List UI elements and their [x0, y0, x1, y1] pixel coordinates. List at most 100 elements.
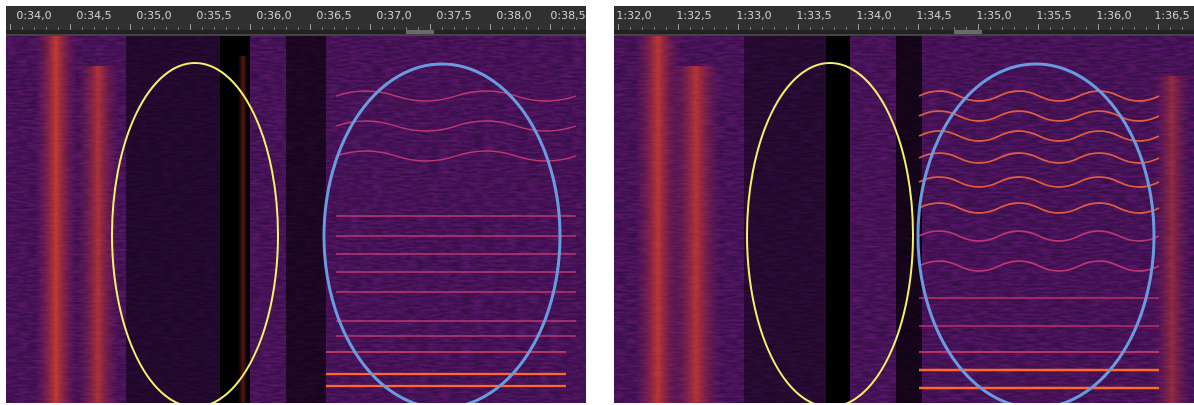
- ruler-tick: [942, 27, 943, 30]
- ruler-tick: [1134, 27, 1135, 30]
- ruler-tick: [1014, 27, 1015, 30]
- time-label: 0:35,0: [136, 9, 172, 22]
- ruler-tick: [1062, 27, 1063, 30]
- ruler-tick: [630, 27, 631, 30]
- dark-band: [744, 36, 922, 403]
- ruler-tick: [714, 27, 715, 30]
- ruler-tick: [466, 27, 467, 30]
- ruler-tick: [690, 27, 691, 30]
- ruler-tick: [1038, 24, 1039, 30]
- ruler-tick: [406, 27, 407, 30]
- ruler-tick: [70, 24, 71, 30]
- ruler-tick: [394, 27, 395, 30]
- ruler-tick: [286, 27, 287, 30]
- ruler-tick: [642, 27, 643, 30]
- ruler-tick: [82, 27, 83, 30]
- ruler-tick: [154, 27, 155, 30]
- ruler-tick: [346, 27, 347, 30]
- ruler-tick: [118, 27, 119, 30]
- ruler-tick: [502, 27, 503, 30]
- ruler-tick: [226, 27, 227, 30]
- ruler-tick: [46, 27, 47, 30]
- time-label: 0:36,5: [316, 9, 352, 22]
- ruler-scrollbar[interactable]: [614, 30, 1194, 34]
- time-ruler[interactable]: 0:34,0 0:34,5 0:35,0 0:35,5 0:36,0 0:36,…: [6, 6, 586, 36]
- ruler-tick: [1170, 27, 1171, 30]
- hot-energy-bands: [36, 36, 248, 403]
- ruler-tick: [514, 27, 515, 30]
- ruler-tick: [358, 27, 359, 30]
- ruler-tick: [526, 27, 527, 30]
- scrollbar-grip[interactable]: [954, 30, 982, 34]
- ruler-tick: [1074, 27, 1075, 30]
- time-label: 0:37,5: [436, 9, 472, 22]
- ruler-tick: [130, 24, 131, 30]
- spectrogram-panel-right: 1:32,0 1:32,5 1:33,0 1:33,5 1:34,0 1:34,…: [614, 6, 1194, 403]
- ruler-tick: [870, 27, 871, 30]
- bottom-harmonics: [326, 351, 566, 388]
- ruler-tick: [618, 24, 619, 30]
- ruler-scrollbar[interactable]: [6, 30, 586, 34]
- time-label: 0:35,5: [196, 9, 232, 22]
- spectrogram-view[interactable]: [614, 36, 1194, 403]
- ruler-tick: [1002, 27, 1003, 30]
- ruler-tick: [882, 27, 883, 30]
- time-label: 1:34,5: [916, 9, 952, 22]
- ruler-tick: [370, 24, 371, 30]
- ruler-tick: [774, 27, 775, 30]
- ruler-tick: [1086, 27, 1087, 30]
- time-label: 1:35,0: [976, 9, 1012, 22]
- ruler-tick: [382, 27, 383, 30]
- ruler-tick: [166, 27, 167, 30]
- ruler-tick: [750, 27, 751, 30]
- ruler-tick: [310, 24, 311, 30]
- ruler-tick: [274, 27, 275, 30]
- ruler-tick: [906, 27, 907, 30]
- ruler-tick: [966, 27, 967, 30]
- ruler-tick: [490, 24, 491, 30]
- ruler-tick: [810, 27, 811, 30]
- ruler-tick: [214, 27, 215, 30]
- ruler-tick: [262, 27, 263, 30]
- ruler-tick: [918, 24, 919, 30]
- time-label: 1:35,5: [1036, 9, 1072, 22]
- time-ruler[interactable]: 1:32,0 1:32,5 1:33,0 1:33,5 1:34,0 1:34,…: [614, 6, 1194, 36]
- ruler-tick: [238, 27, 239, 30]
- time-label: 1:32,0: [616, 9, 652, 22]
- time-label: 0:38,5: [550, 9, 586, 22]
- ruler-tick: [298, 27, 299, 30]
- ruler-tick: [798, 24, 799, 30]
- ruler-tick: [58, 27, 59, 30]
- ruler-tick: [334, 27, 335, 30]
- ruler-tick: [762, 27, 763, 30]
- time-label: 1:33,0: [736, 9, 772, 22]
- ruler-tick: [1050, 27, 1051, 30]
- yellow-highlight-ellipse: [111, 62, 279, 403]
- blue-highlight-ellipse: [322, 62, 562, 403]
- time-label: 0:34,5: [76, 9, 112, 22]
- ruler-tick: [10, 24, 11, 30]
- ruler-tick: [1182, 27, 1183, 30]
- time-label: 0:36,0: [256, 9, 292, 22]
- ruler-tick: [34, 27, 35, 30]
- ruler-tick: [954, 27, 955, 30]
- time-label: 0:34,0: [16, 9, 52, 22]
- ruler-tick: [894, 27, 895, 30]
- spectrogram-view[interactable]: [6, 36, 586, 403]
- ruler-tick: [1146, 27, 1147, 30]
- ruler-tick: [1158, 24, 1159, 30]
- time-label: 0:38,0: [496, 9, 532, 22]
- scrollbar-grip[interactable]: [406, 30, 434, 34]
- time-label: 0:37,0: [376, 9, 412, 22]
- time-label: 1:36,5: [1154, 9, 1190, 22]
- ruler-tick: [654, 27, 655, 30]
- ruler-tick: [702, 27, 703, 30]
- ruler-tick: [562, 27, 563, 30]
- ruler-tick: [22, 27, 23, 30]
- blue-highlight-ellipse: [916, 62, 1156, 403]
- ruler-tick: [538, 27, 539, 30]
- ruler-tick: [822, 27, 823, 30]
- hot-energy-bands: [636, 36, 1190, 403]
- bottom-harmonics: [919, 351, 1159, 390]
- ruler-tick: [94, 27, 95, 30]
